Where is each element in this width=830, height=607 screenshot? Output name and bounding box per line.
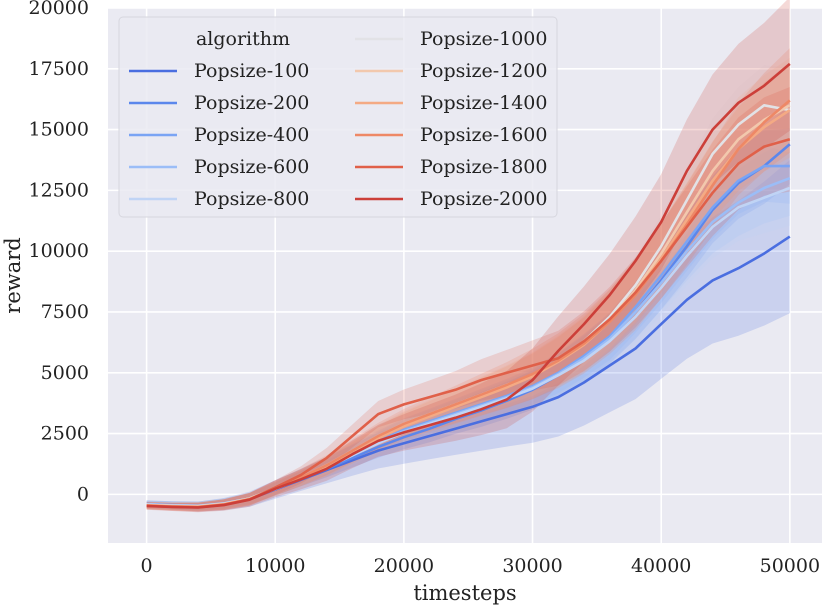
x-axis-label: timesteps bbox=[413, 581, 516, 605]
legend-label: Popsize-400 bbox=[194, 124, 309, 146]
legend-label: Popsize-200 bbox=[194, 92, 309, 114]
x-tick-label: 10000 bbox=[245, 555, 305, 577]
y-tick-label: 20000 bbox=[29, 0, 89, 19]
legend-label: Popsize-1800 bbox=[420, 156, 547, 178]
legend-title: algorithm bbox=[196, 28, 290, 50]
band-popsize-800 bbox=[146, 150, 790, 511]
legend-label: Popsize-1600 bbox=[420, 124, 547, 146]
y-tick-label: 5000 bbox=[41, 362, 89, 384]
y-axis-ticks: 0 2500 5000 7500 10000 12500 15000 17500 20000 bbox=[29, 0, 89, 505]
band-popsize-100 bbox=[146, 160, 790, 512]
y-axis-label: reward bbox=[1, 237, 25, 313]
y-tick-label: 10000 bbox=[29, 240, 89, 262]
y-tick-label: 0 bbox=[77, 483, 89, 505]
x-tick-label: 0 bbox=[141, 555, 153, 577]
band-popsize-200 bbox=[146, 104, 790, 511]
band-popsize-1000 bbox=[146, 65, 790, 511]
legend-entries: Popsize-100 Popsize-200 Popsize-400 Popsize… bbox=[129, 28, 547, 210]
legend-label: Popsize-1200 bbox=[420, 60, 547, 82]
line-popsize-2000 bbox=[146, 62, 791, 509]
x-tick-label: 40000 bbox=[631, 555, 691, 577]
legend-label: Popsize-2000 bbox=[420, 188, 547, 210]
y-tick-label: 2500 bbox=[41, 423, 89, 445]
legend: algorithm Popsize-100Popsize-200Popsize-… bbox=[118, 16, 558, 218]
x-tick-label: 30000 bbox=[502, 555, 562, 577]
y-tick-label: 12500 bbox=[29, 179, 89, 201]
x-tick-label: 50000 bbox=[760, 555, 820, 577]
y-tick-label: 15000 bbox=[29, 119, 89, 141]
legend-label: Popsize-100 bbox=[194, 60, 309, 82]
legend-label: Popsize-1000 bbox=[420, 28, 547, 50]
legend-label: Popsize-1400 bbox=[420, 92, 547, 114]
x-tick-label: 20000 bbox=[374, 555, 434, 577]
legend-label: Popsize-800 bbox=[194, 188, 309, 210]
legend-box bbox=[118, 16, 558, 218]
legend-label: Popsize-600 bbox=[194, 156, 309, 178]
x-axis-ticks: 0 10000 20000 30000 40000 50000 bbox=[141, 555, 821, 577]
series-lines bbox=[146, 62, 791, 509]
y-tick-label: 7500 bbox=[41, 301, 89, 323]
y-tick-label: 17500 bbox=[29, 58, 89, 80]
